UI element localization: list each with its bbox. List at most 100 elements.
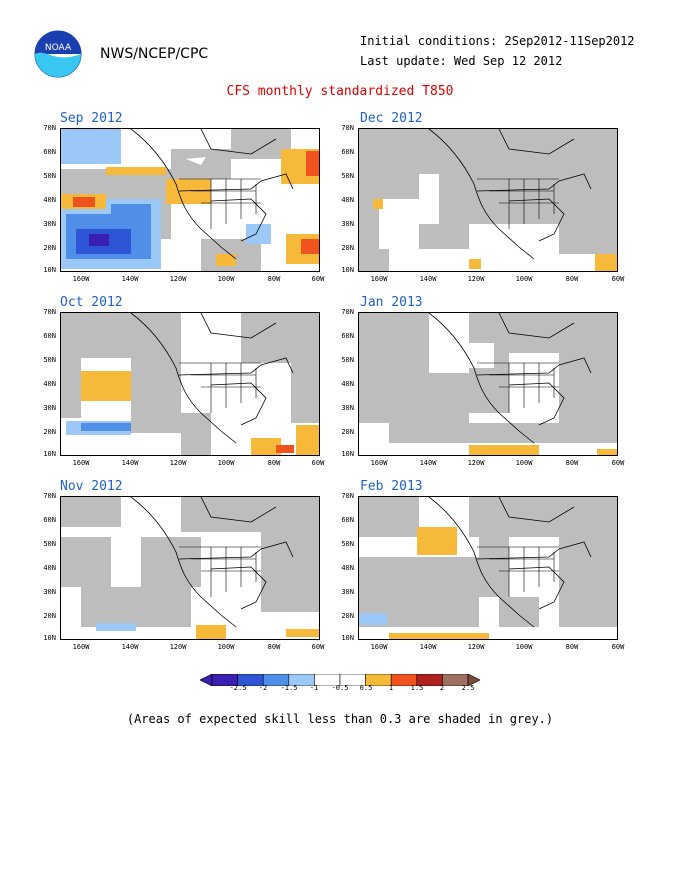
lat-label: 40N — [43, 564, 56, 572]
lon-label: 160W — [370, 643, 388, 651]
lon-label: 100W — [217, 643, 235, 651]
lat-label: 50N — [43, 356, 56, 364]
lon-label: 140W — [419, 643, 437, 651]
lat-label: 40N — [341, 564, 354, 572]
lon-label: 60W — [311, 643, 325, 651]
lat-label: 70N — [341, 308, 354, 316]
map-panel-sep — [60, 128, 320, 272]
figure-title: CFS monthly standardized T850 — [226, 84, 454, 99]
panel-title-nov: Nov 2012 — [60, 479, 123, 494]
lon-label: 140W — [419, 459, 437, 467]
last-update: Last update: Wed Sep 12 2012 — [360, 54, 563, 68]
lat-label: 60N — [341, 148, 354, 156]
lat-label: 10N — [341, 634, 354, 642]
lat-label: 30N — [43, 220, 56, 228]
colorbar-label: -2.5 — [229, 684, 247, 692]
lat-label: 10N — [43, 634, 56, 642]
colorbar-arrow-right — [467, 673, 481, 687]
lon-label: 80W — [565, 275, 579, 283]
panel-title-dec: Dec 2012 — [360, 111, 423, 126]
lat-label: 50N — [43, 540, 56, 548]
lat-label: 10N — [43, 450, 56, 458]
lat-label: 50N — [341, 540, 354, 548]
lat-label: 30N — [43, 588, 56, 596]
lat-label: 20N — [43, 428, 56, 436]
lat-label: 30N — [341, 404, 354, 412]
lon-label: 100W — [217, 459, 235, 467]
lon-label: 100W — [515, 643, 533, 651]
lat-label: 10N — [341, 266, 354, 274]
lat-label: 40N — [341, 380, 354, 388]
lon-label: 120W — [467, 643, 485, 651]
lat-label: 50N — [341, 172, 354, 180]
lon-label: 140W — [121, 275, 139, 283]
lon-label: 80W — [267, 459, 281, 467]
lat-label: 70N — [341, 492, 354, 500]
initial-conditions: Initial conditions: 2Sep2012-11Sep2012 — [360, 34, 635, 48]
lat-label: 10N — [341, 450, 354, 458]
colorbar-label: -1.5 — [280, 684, 298, 692]
lat-label: 30N — [43, 404, 56, 412]
lon-label: 140W — [121, 643, 139, 651]
lat-label: 50N — [43, 172, 56, 180]
lon-label: 120W — [169, 643, 187, 651]
lat-label: 60N — [341, 332, 354, 340]
lat-label: 50N — [341, 356, 354, 364]
lon-label: 60W — [611, 275, 625, 283]
colorbar-label: -2 — [258, 684, 268, 692]
lon-label: 160W — [370, 459, 388, 467]
lat-label: 40N — [43, 196, 56, 204]
map-panel-feb — [358, 496, 618, 640]
lat-label: 20N — [341, 612, 354, 620]
lon-label: 140W — [419, 275, 437, 283]
colorbar-label: 2 — [439, 684, 445, 692]
lat-label: 70N — [43, 492, 56, 500]
colorbar-label: -1 — [309, 684, 319, 692]
map-panel-oct — [60, 312, 320, 456]
lon-label: 160W — [72, 275, 90, 283]
noaa-logo: NOAA — [34, 30, 82, 78]
lon-label: 100W — [217, 275, 235, 283]
lat-label: 30N — [341, 588, 354, 596]
lat-label: 70N — [43, 308, 56, 316]
lat-label: 60N — [43, 148, 56, 156]
lon-label: 120W — [169, 275, 187, 283]
lon-label: 60W — [311, 459, 325, 467]
lon-label: 100W — [515, 275, 533, 283]
map-panel-dec — [358, 128, 618, 272]
lat-label: 60N — [43, 332, 56, 340]
lon-label: 80W — [565, 459, 579, 467]
panel-title-sep: Sep 2012 — [60, 111, 123, 126]
logo-text: NOAA — [45, 43, 72, 53]
skill-footnote: (Areas of expected skill less than 0.3 a… — [126, 712, 554, 726]
lon-label: 160W — [72, 459, 90, 467]
lat-label: 40N — [43, 380, 56, 388]
lon-label: 120W — [169, 459, 187, 467]
map-panel-nov — [60, 496, 320, 640]
lon-label: 120W — [467, 459, 485, 467]
lat-label: 30N — [341, 220, 354, 228]
lat-label: 60N — [43, 516, 56, 524]
colorbar-label: 1.5 — [410, 684, 424, 692]
lon-label: 140W — [121, 459, 139, 467]
colorbar-arrow-left — [199, 673, 213, 687]
colorbar — [199, 671, 481, 687]
colorbar-label: 1 — [388, 684, 394, 692]
panel-title-jan: Jan 2013 — [360, 295, 423, 310]
lat-label: 40N — [341, 196, 354, 204]
lon-label: 60W — [611, 459, 625, 467]
lon-label: 80W — [267, 275, 281, 283]
colorbar-label: 0.5 — [359, 684, 373, 692]
lat-label: 70N — [341, 124, 354, 132]
lon-label: 100W — [515, 459, 533, 467]
lon-label: 160W — [370, 275, 388, 283]
lat-label: 20N — [341, 244, 354, 252]
panel-title-feb: Feb 2013 — [360, 479, 423, 494]
lat-label: 10N — [43, 266, 56, 274]
lat-label: 60N — [341, 516, 354, 524]
colorbar-label: 2.5 — [461, 684, 475, 692]
panel-title-oct: Oct 2012 — [60, 295, 123, 310]
lat-label: 70N — [43, 124, 56, 132]
lat-label: 20N — [43, 612, 56, 620]
lon-label: 60W — [611, 643, 625, 651]
